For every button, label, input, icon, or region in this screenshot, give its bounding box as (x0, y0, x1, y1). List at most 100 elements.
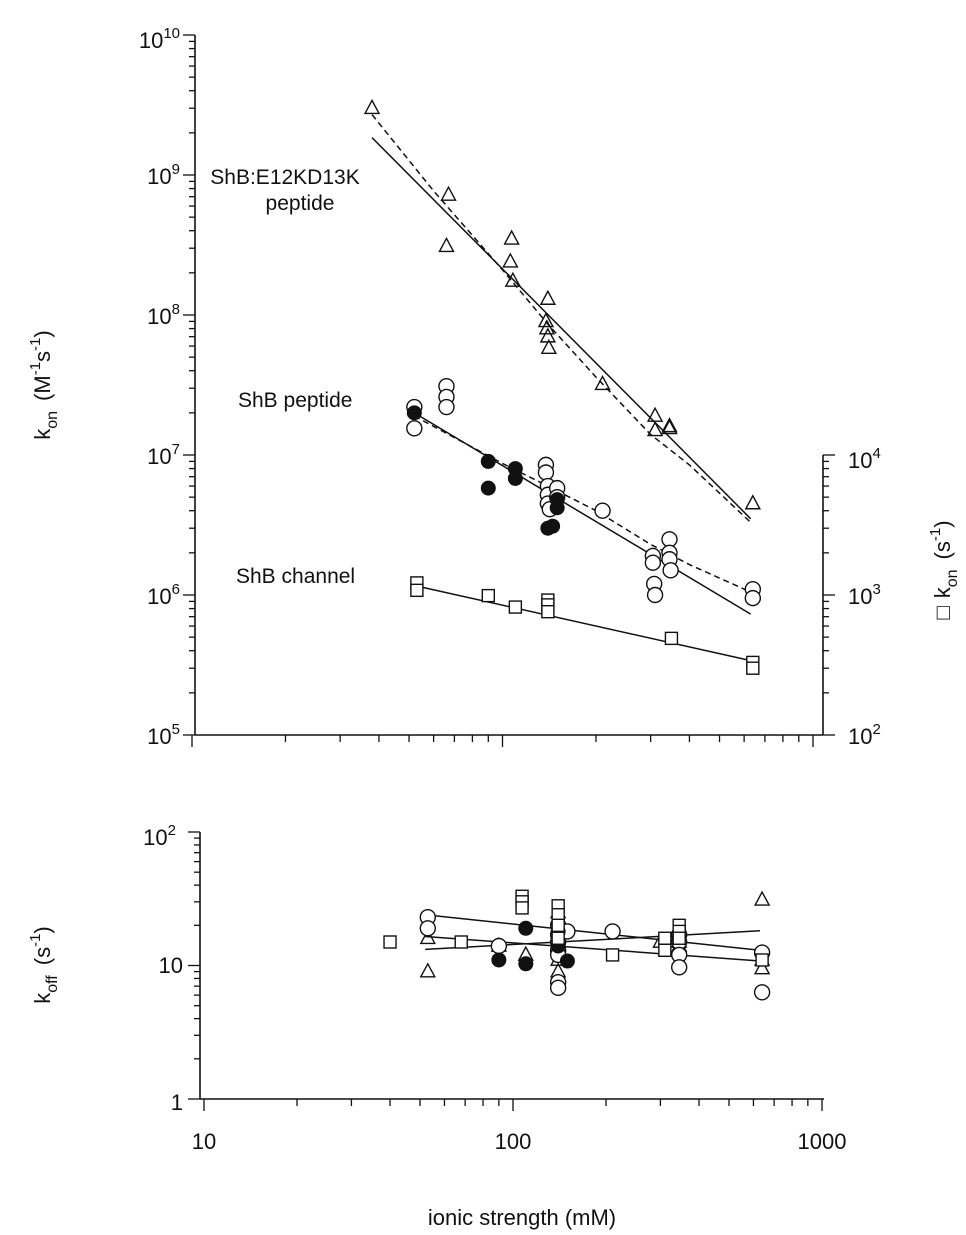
data-point-open-square (551, 931, 565, 945)
fit-line-solid (413, 412, 752, 615)
top-y-axis-title: kon(M-1s-1) (27, 330, 61, 439)
data-point-open-triangle (753, 959, 771, 975)
annotation-mutant-peptide: ShB:E12KD13K (210, 166, 359, 189)
data-point-open-triangle (753, 890, 771, 906)
data-point-filled-circle (545, 518, 561, 534)
data-point-open-square (454, 935, 468, 949)
data-point-open-triangle (744, 494, 761, 510)
data-point-open-circle (438, 398, 455, 416)
data-point-open-circle (549, 979, 567, 997)
top-y-tick-label: 107 (147, 441, 180, 469)
data-point-open-triangle (440, 185, 457, 201)
annotation-peptide: ShB peptide (238, 389, 352, 412)
top-y-tick-label: 109 (147, 161, 180, 189)
data-point-open-triangle (646, 406, 664, 422)
top-y-tick-label: 108 (147, 301, 180, 329)
data-point-open-square (664, 631, 679, 646)
data-point-open-circle (662, 562, 679, 579)
data-point-filled-circle (406, 405, 422, 421)
bottom-ticks (188, 831, 823, 1111)
data-point-filled-circle (559, 953, 575, 969)
data-point-open-square (410, 583, 424, 598)
data-point-open-triangle (539, 289, 557, 305)
data-point-open-square (746, 661, 760, 675)
data-point-open-square (508, 600, 523, 614)
top-panel: 105 106 107 108 109 1010 102 103 104 kon… (27, 25, 961, 749)
data-point-filled-circle (480, 480, 496, 496)
fit-line-dashed (371, 114, 752, 523)
data-point-open-square (658, 931, 672, 945)
bottom-x-axis-title: ionic strength (mM) (428, 1205, 616, 1230)
fit-line-solid (425, 930, 761, 951)
bottom-panel: 1 10 102 10 100 1000 ionic strength (mM)… (27, 822, 846, 1230)
data-point-filled-circle (507, 470, 523, 486)
data-point-open-triangle (503, 229, 520, 245)
data-point-filled-circle (480, 453, 496, 469)
fit-line-solid (371, 137, 752, 520)
top-y2-tick-label: 103 (848, 581, 881, 609)
top-y2-axis-title: □kon(s-1) (927, 520, 961, 619)
data-point-open-triangle (646, 421, 664, 437)
data-point-filled-circle (549, 500, 565, 516)
data-point-open-circle (594, 502, 611, 519)
data-point-open-triangle (363, 98, 381, 115)
bottom-y-tick-label: 102 (143, 822, 176, 850)
data-point-open-square (755, 953, 769, 967)
data-point-open-circle (490, 937, 508, 955)
annotation-mutant-peptide: peptide (266, 192, 335, 215)
data-point-open-triangle (502, 252, 519, 268)
data-point-open-square (515, 901, 529, 915)
annotation-channel: ShB channel (236, 565, 355, 588)
data-point-open-square (658, 943, 672, 957)
bottom-y-axis-title: koff(s-1) (27, 926, 61, 1004)
bottom-data-points (383, 889, 771, 1001)
data-point-open-triangle (419, 928, 436, 945)
fit-line-solid (425, 935, 761, 962)
bottom-x-tick-label: 10 (192, 1129, 216, 1154)
data-point-open-triangle (661, 419, 678, 435)
top-y-tick-label: 106 (147, 581, 180, 609)
fit-line-solid (425, 913, 761, 952)
top-y2-tick-label: 102 (848, 721, 881, 749)
fit-line-solid (414, 584, 751, 662)
data-point-open-circle (419, 920, 437, 937)
top-fit-lines (371, 114, 752, 662)
top-data-points (363, 98, 762, 675)
data-point-open-square (541, 604, 555, 619)
data-point-open-circle (644, 554, 662, 571)
data-point-open-triangle (419, 962, 436, 978)
data-point-open-circle (646, 586, 664, 604)
bottom-x-tick-label: 100 (495, 1129, 532, 1154)
top-y-tick-label: 105 (147, 721, 180, 749)
data-point-open-triangle (504, 271, 522, 287)
bottom-x-tick-label: 1000 (798, 1129, 847, 1154)
data-point-open-triangle (537, 312, 555, 328)
data-point-open-square (383, 935, 397, 949)
bottom-y-tick-label: 10 (159, 953, 183, 978)
data-point-filled-circle (491, 952, 507, 968)
bottom-fit-lines (425, 913, 761, 962)
data-point-open-triangle (661, 417, 678, 433)
data-point-open-circle (744, 589, 762, 607)
data-point-open-triangle (438, 236, 455, 253)
data-point-open-circle (537, 464, 555, 481)
bottom-y-tick-label: 1 (171, 1090, 183, 1115)
top-y-tick-label: 1010 (139, 25, 180, 53)
data-point-open-triangle (538, 319, 556, 335)
data-point-open-circle (670, 959, 688, 976)
data-point-open-circle (406, 420, 423, 437)
data-point-open-square (551, 918, 565, 933)
data-point-open-triangle (594, 375, 611, 391)
data-point-open-triangle (540, 338, 558, 355)
data-point-filled-circle (518, 956, 534, 972)
data-point-open-square (605, 948, 620, 962)
data-point-open-circle (604, 923, 621, 940)
top-y2-tick-label: 104 (848, 445, 881, 473)
data-point-open-square (672, 931, 686, 945)
top-ticks (183, 34, 835, 747)
data-point-open-circle (661, 531, 678, 548)
data-point-open-square (481, 588, 495, 603)
data-point-filled-circle (518, 920, 534, 936)
data-point-open-circle (753, 984, 771, 1001)
